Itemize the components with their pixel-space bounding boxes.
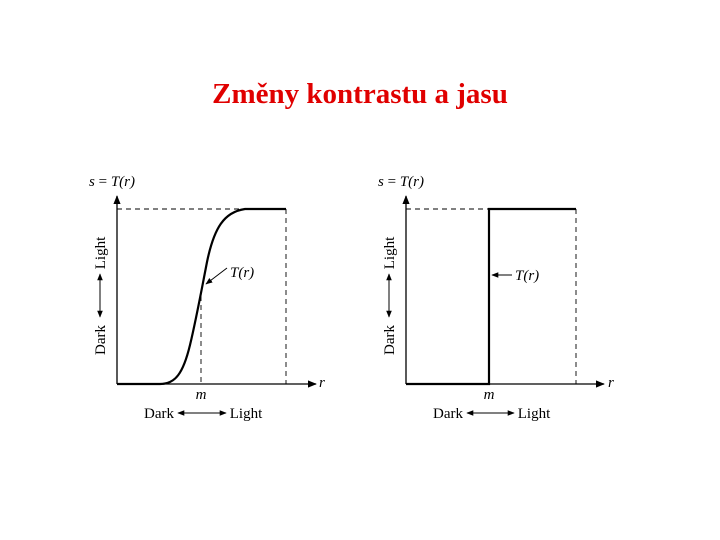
transfer-curve bbox=[406, 207, 576, 386]
curve-label: T(r) bbox=[515, 268, 539, 284]
y-dark-label: Dark bbox=[382, 325, 398, 355]
curve-label: T(r) bbox=[230, 265, 254, 281]
x-light-label: Light bbox=[518, 406, 551, 422]
y-dark-label: Dark bbox=[93, 325, 109, 355]
plot-thresholding: T(r) s = T(r) r m Dark Light Dark Light bbox=[378, 174, 614, 422]
transfer-curve bbox=[117, 207, 286, 386]
x-axis-label: r bbox=[608, 375, 614, 391]
y-light-label: Light bbox=[93, 236, 109, 269]
m-label: m bbox=[484, 387, 495, 403]
x-axis-label: r bbox=[319, 375, 325, 391]
y-light-label: Light bbox=[382, 236, 398, 269]
y-axis-label: s = T(r) bbox=[378, 174, 424, 190]
x-light-label: Light bbox=[230, 406, 263, 422]
x-dark-label: Dark bbox=[433, 406, 463, 422]
slide-title: Změny kontrastu a jasu bbox=[212, 78, 508, 110]
plot-contrast-stretching: T(r) s = T(r) r m Dark Light Dark Light bbox=[89, 174, 325, 422]
y-axis-label: s = T(r) bbox=[89, 174, 135, 190]
m-label: m bbox=[196, 387, 207, 403]
curve-label-pointer bbox=[205, 267, 228, 285]
x-dark-label: Dark bbox=[144, 406, 174, 422]
